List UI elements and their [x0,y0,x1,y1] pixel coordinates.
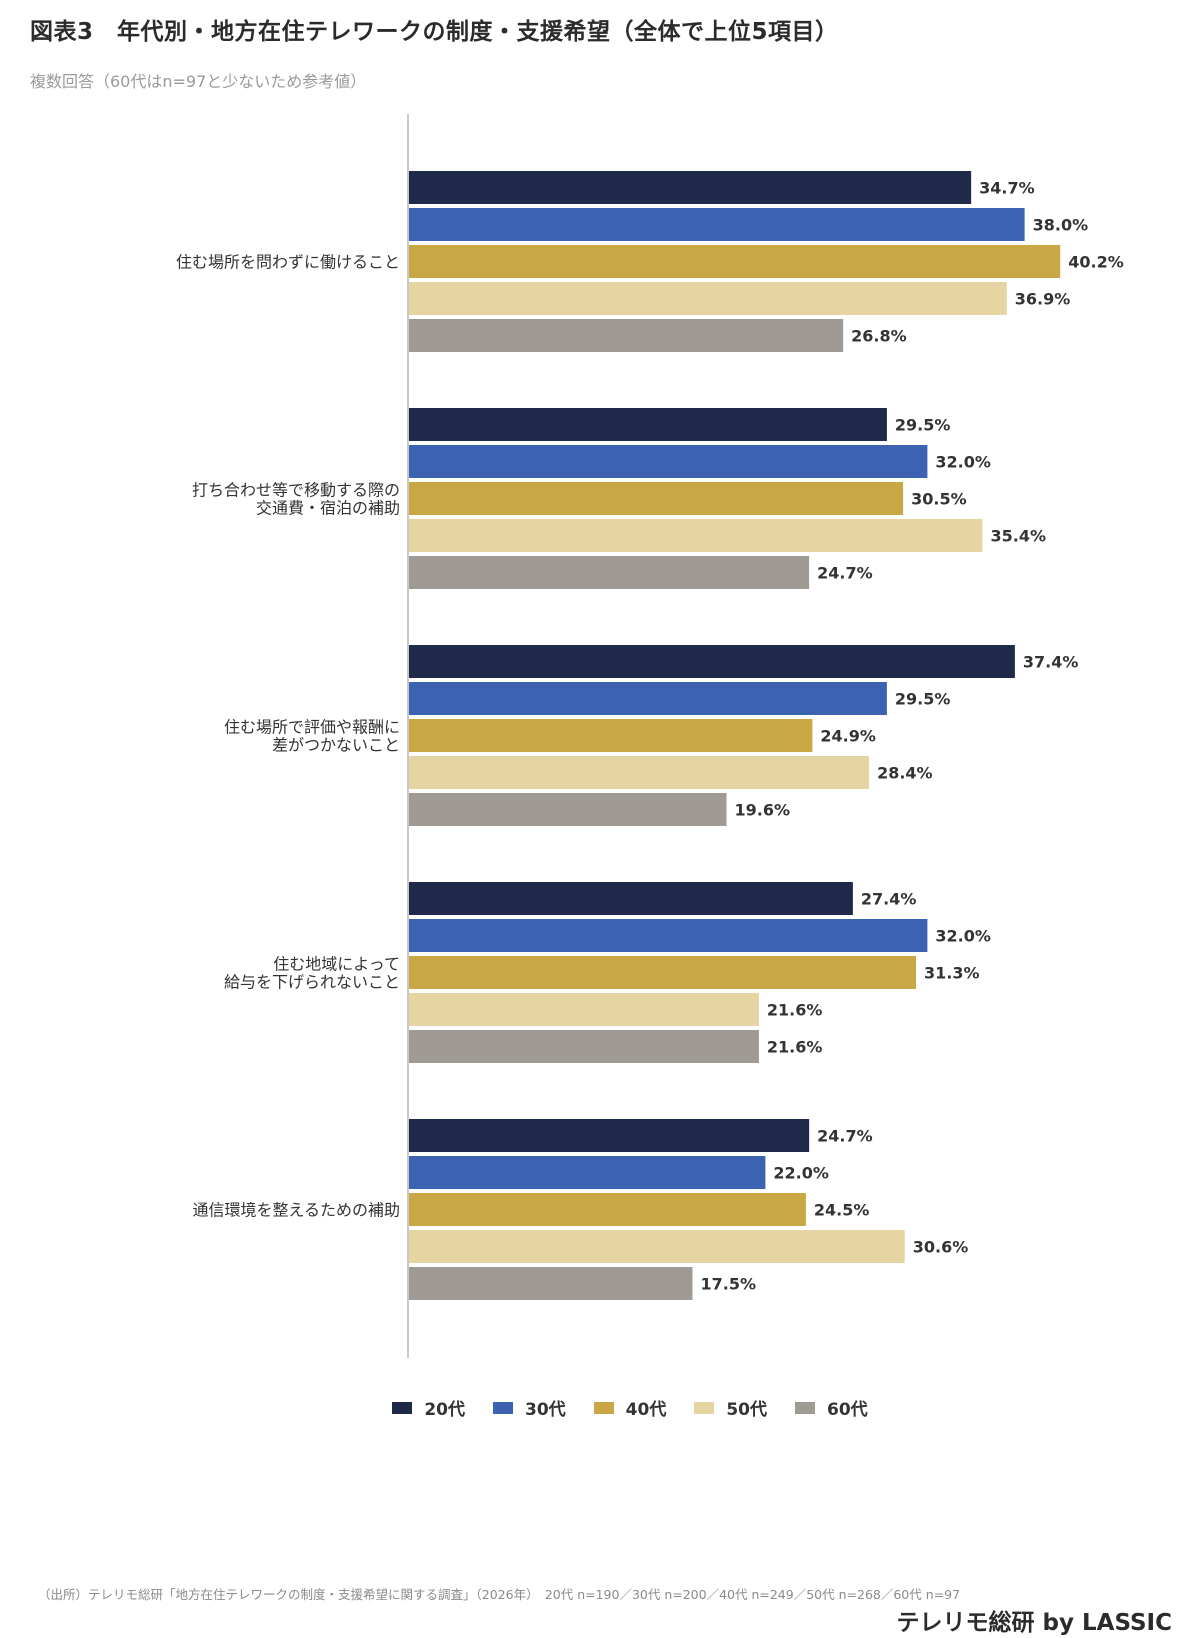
bar-2-20代 [409,408,887,441]
data-label: 29.5% [895,690,951,709]
data-label: 38.0% [1033,216,1089,235]
legend-swatch [492,1401,513,1414]
data-label: 17.5% [701,1275,757,1294]
data-label: 32.0% [935,927,991,946]
bar-4-30代 [409,919,928,952]
data-label: 19.6% [735,801,791,820]
bar-chart: 34.7% 38.0% 40.2% 36.9% 26.8% 住む場所を問わずに働けること 2… [176,114,1124,1358]
bar-4-60代 [409,1030,759,1063]
data-label: 28.4% [877,764,933,783]
data-label: 40.2% [1068,253,1124,272]
bar-1-40代 [409,245,1061,278]
data-label: 27.4% [861,890,917,909]
bar-5-30代 [409,1156,766,1189]
data-label: 24.7% [817,564,873,583]
data-label: 32.0% [935,453,991,472]
chart-subtitle: 複数回答（60代はn=97と少ないため参考値） [30,72,367,91]
category-label: 給与を下げられないこと [224,973,400,992]
legend-swatch [593,1401,614,1414]
bar-1-20代 [409,171,972,204]
data-label: 24.9% [820,727,876,746]
legend-label: 40代 [625,1400,667,1420]
bar-2-50代 [409,519,983,552]
data-label: 26.8% [851,327,907,346]
data-label: 31.3% [924,964,980,983]
bar-3-60代 [409,793,727,826]
bar-3-40代 [409,719,813,752]
bar-4-40代 [409,956,917,989]
category-label: 住む場所を問わずに働けること [176,253,400,272]
legend-item: 20代 [392,1395,465,1420]
chart-legend: 20代 30代 40代 50代 60代 [0,1395,1200,1420]
category-label: 住む場所で評価や報酬に [224,718,400,737]
category-label: 住む地域によって [273,955,400,974]
legend-label: 20代 [424,1400,465,1420]
legend-swatch [392,1401,413,1414]
bar-1-50代 [409,282,1007,315]
bar-1-30代 [409,208,1025,241]
brand-logo-text: テレリモ総研 by LASSIC [896,1610,1172,1636]
legend-swatch [694,1401,715,1414]
data-label: 24.7% [817,1127,873,1146]
legend-label: 50代 [726,1400,767,1420]
data-label: 30.5% [911,490,967,509]
data-label: 21.6% [767,1001,823,1020]
bar-4-20代 [409,882,853,915]
bar-5-50代 [409,1230,905,1263]
legend-label: 30代 [524,1400,566,1420]
bar-3-50代 [409,756,870,789]
data-label: 34.7% [979,179,1035,198]
legend-item: 30代 [492,1395,566,1420]
bar-5-20代 [409,1119,810,1152]
source-footnote: （出所）テレリモ総研「地方在住テレワークの制度・支援希望に関する調査」（2026… [38,1587,961,1602]
category-label: 通信環境を整えるための補助 [192,1201,400,1220]
bar-2-40代 [409,482,904,515]
data-label: 37.4% [1023,653,1079,672]
bar-3-30代 [409,682,887,715]
data-label: 24.5% [814,1201,870,1220]
data-label: 36.9% [1015,290,1071,309]
bar-2-60代 [409,556,810,589]
bar-5-40代 [409,1193,806,1226]
bar-2-30代 [409,445,928,478]
data-label: 29.5% [895,416,951,435]
bar-5-60代 [409,1267,693,1300]
bar-4-50代 [409,993,759,1026]
legend-item: 40代 [593,1395,667,1420]
data-label: 30.6% [913,1238,969,1257]
chart-title: 図表3 年代別・地方在住テレワークの制度・支援希望（全体で上位5項目） [30,19,839,45]
legend-item: 50代 [694,1395,767,1420]
bar-1-60代 [409,319,844,352]
legend-item: 60代 [795,1395,868,1420]
legend-label: 60代 [827,1400,868,1420]
data-label: 22.0% [773,1164,829,1183]
category-label: 打ち合わせ等で移動する際の [192,481,400,500]
category-label: 交通費・宿泊の補助 [256,499,400,518]
legend-swatch [795,1401,815,1414]
data-label: 35.4% [990,527,1046,546]
bar-3-20代 [409,645,1015,678]
data-label: 21.6% [767,1038,823,1057]
category-label: 差がつかないこと [272,736,400,755]
